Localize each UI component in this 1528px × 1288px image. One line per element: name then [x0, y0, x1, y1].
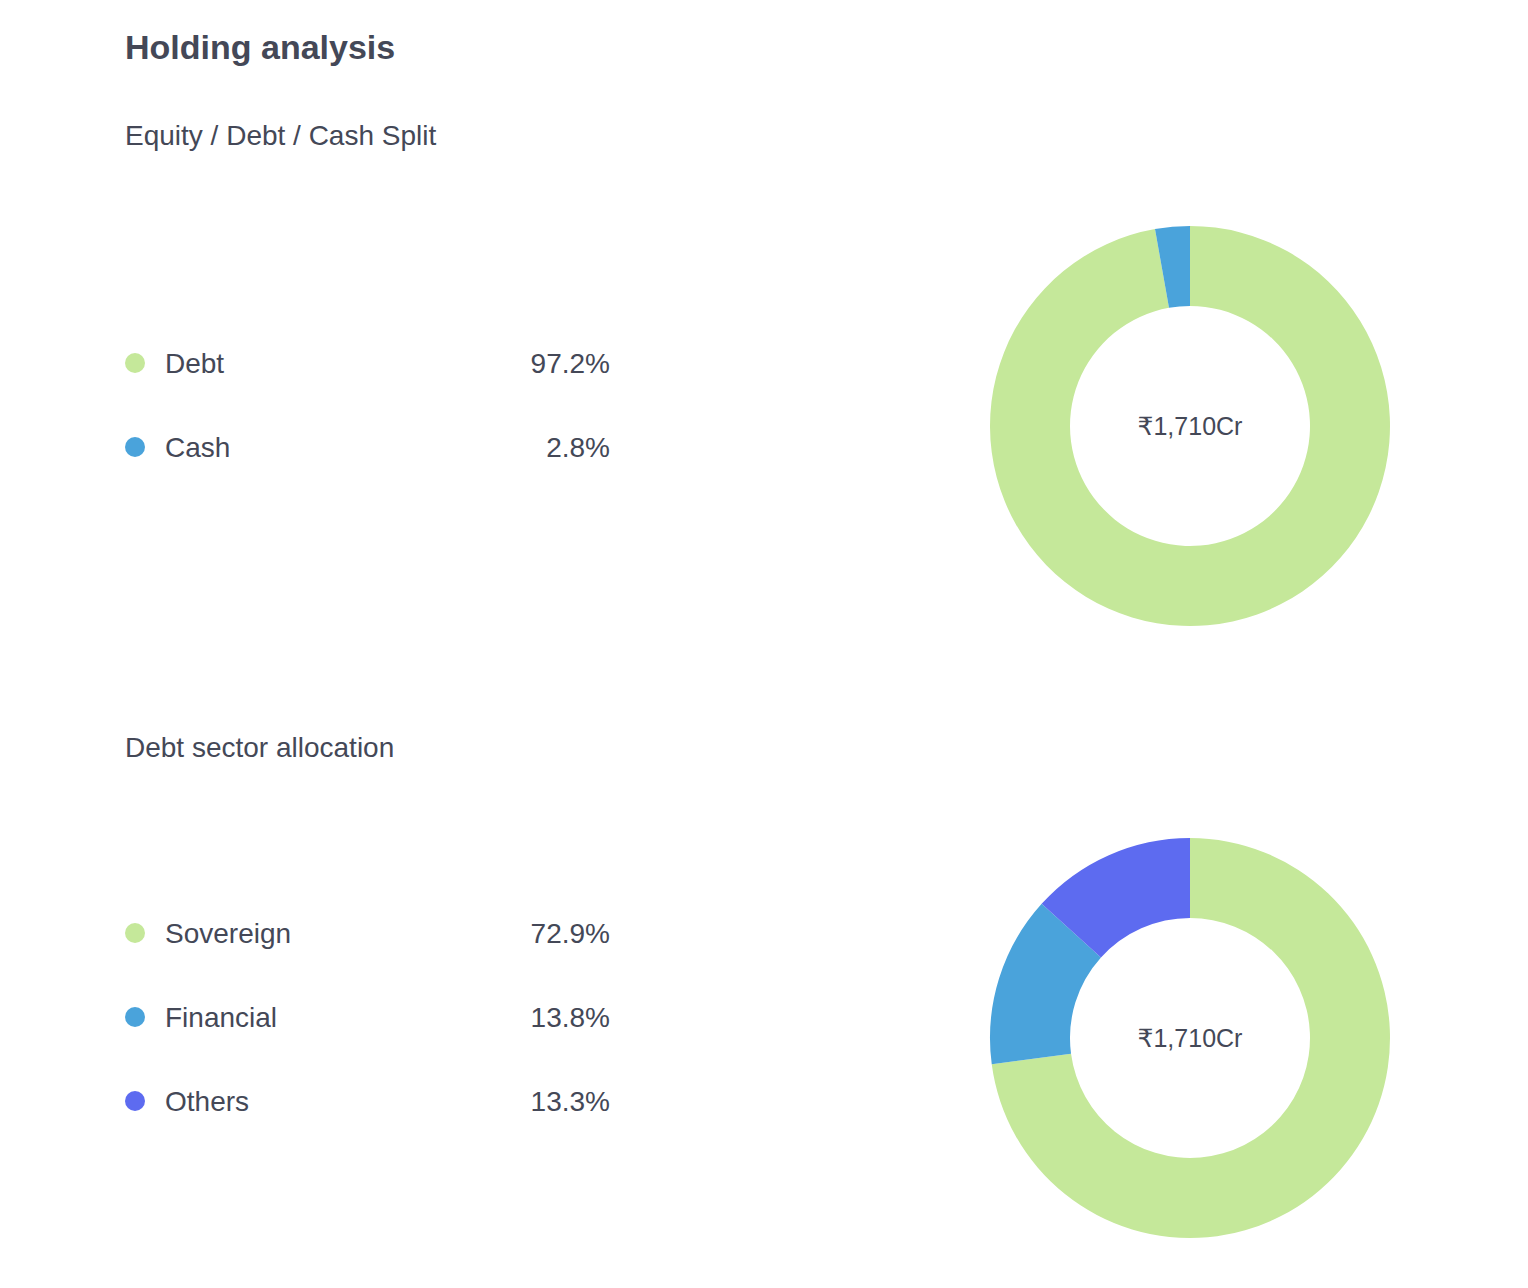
legend-label: Sovereign — [165, 918, 291, 949]
chart: Equity / Debt / Cash Split Debt 97.2% Cash 2… — [125, 120, 1390, 626]
legend-swatch — [125, 353, 145, 373]
legend-label: Financial — [165, 1002, 277, 1033]
legend-value: 2.8% — [546, 432, 610, 463]
legend-value: 72.9% — [531, 918, 610, 949]
donut-slice — [990, 226, 1390, 626]
legend-label: Cash — [165, 432, 230, 463]
legend-swatch — [125, 1007, 145, 1027]
legend-swatch — [125, 437, 145, 457]
legend-label: Debt — [165, 348, 224, 379]
page: Holding analysis Equity / Debt / Cash Spl… — [0, 0, 1528, 1288]
chart: Debt sector allocation Sovereign 72.9% Fina… — [125, 732, 1390, 1238]
legend-value: 13.3% — [531, 1086, 610, 1117]
legend-swatch — [125, 923, 145, 943]
center-label: ₹1,710Cr — [1138, 412, 1243, 440]
center-label: ₹1,710Cr — [1138, 1024, 1243, 1052]
legend-value: 13.8% — [531, 1002, 610, 1033]
donut-slice — [1042, 838, 1190, 958]
chart-title: Equity / Debt / Cash Split — [125, 120, 436, 151]
page-heading: Holding analysis — [125, 28, 395, 66]
legend-label: Others — [165, 1086, 249, 1117]
legend-value: 97.2% — [531, 348, 610, 379]
legend-swatch — [125, 1091, 145, 1111]
chart-title: Debt sector allocation — [125, 732, 394, 763]
donut-slice — [1155, 226, 1190, 308]
